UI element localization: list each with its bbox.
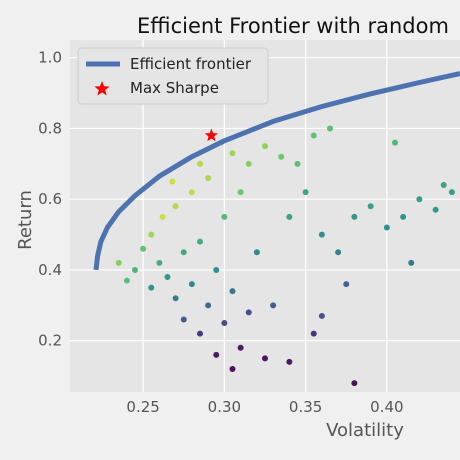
portfolio-point	[237, 344, 244, 351]
legend-frontier-label: Efficient frontier	[130, 55, 252, 73]
portfolio-point	[237, 189, 244, 196]
y-axis-label: Return	[15, 190, 36, 250]
x-axis-ticks: 0.25 0.30 0.35 0.40	[126, 398, 403, 416]
y-tick-label: 0.6	[38, 190, 62, 208]
portfolio-point	[123, 277, 130, 284]
portfolio-point	[262, 143, 268, 150]
random-portfolio-points	[115, 125, 455, 387]
portfolio-point	[253, 249, 260, 256]
portfolio-point	[302, 189, 309, 196]
y-tick-label: 0.8	[38, 119, 62, 137]
chart-title: Efficient Frontier with random	[137, 14, 449, 38]
portfolio-point	[213, 351, 220, 358]
portfolio-point	[156, 259, 163, 266]
legend-max-sharpe-label: Max Sharpe	[130, 79, 219, 97]
portfolio-point	[351, 380, 358, 387]
portfolio-point	[164, 274, 171, 281]
portfolio-point	[318, 312, 325, 319]
y-axis-ticks: 0.2 0.4 0.6 0.8 1.0	[38, 49, 62, 350]
portfolio-point	[294, 160, 301, 167]
portfolio-point	[286, 213, 293, 220]
portfolio-point	[286, 358, 293, 365]
portfolio-point	[318, 231, 325, 238]
y-tick-label: 0.2	[38, 332, 62, 350]
y-tick-label: 0.4	[38, 261, 62, 279]
portfolio-point	[180, 249, 187, 256]
portfolio-point	[310, 132, 317, 139]
portfolio-point	[343, 281, 350, 288]
portfolio-point	[172, 295, 179, 302]
x-tick-label: 0.40	[370, 398, 403, 416]
portfolio-point	[213, 266, 220, 273]
portfolio-point	[229, 288, 236, 295]
portfolio-point	[440, 182, 447, 189]
legend-max-sharpe-swatch	[94, 81, 110, 96]
portfolio-point	[383, 224, 390, 231]
x-tick-label: 0.25	[126, 398, 159, 416]
legend: Efficient frontier Max Sharpe	[77, 47, 269, 105]
portfolio-point	[448, 189, 455, 196]
portfolio-point	[229, 150, 236, 157]
portfolio-point	[221, 213, 228, 220]
legend-box	[77, 47, 269, 105]
x-tick-label: 0.30	[208, 398, 241, 416]
portfolio-point	[327, 125, 333, 132]
portfolio-point	[188, 281, 195, 288]
portfolio-point	[188, 189, 195, 196]
portfolio-point	[115, 259, 122, 266]
y-tick-label: 1.0	[38, 49, 62, 67]
portfolio-point	[262, 355, 268, 362]
portfolio-point	[245, 309, 252, 316]
portfolio-point	[335, 249, 342, 256]
portfolio-point	[197, 160, 203, 167]
portfolio-point	[367, 203, 374, 210]
efficient-frontier-line	[93, 71, 460, 271]
portfolio-point	[205, 174, 212, 181]
portfolio-point	[197, 238, 203, 245]
portfolio-point	[229, 366, 236, 373]
max-sharpe-star	[204, 128, 218, 142]
portfolio-point	[408, 259, 415, 266]
portfolio-point	[400, 213, 407, 220]
portfolio-point	[180, 316, 187, 323]
portfolio-point	[416, 196, 423, 203]
portfolio-point	[205, 302, 212, 309]
portfolio-point	[169, 178, 176, 185]
portfolio-point	[221, 320, 228, 327]
portfolio-point	[148, 231, 155, 238]
portfolio-point	[392, 139, 398, 146]
portfolio-point	[278, 153, 285, 160]
portfolio-point	[432, 206, 439, 213]
efficient-frontier-line-group	[93, 71, 460, 271]
portfolio-point	[159, 213, 166, 220]
portfolio-point	[132, 266, 138, 273]
portfolio-point	[148, 284, 155, 291]
portfolio-point	[172, 203, 179, 210]
portfolio-point	[270, 302, 277, 309]
portfolio-point	[197, 330, 203, 337]
portfolio-point	[140, 245, 147, 252]
portfolio-point	[351, 213, 358, 220]
x-tick-label: 0.35	[289, 398, 322, 416]
max-sharpe-group	[204, 128, 218, 142]
portfolio-point	[245, 160, 252, 167]
portfolio-point	[310, 330, 317, 337]
x-axis-label: Volatility	[326, 420, 404, 441]
